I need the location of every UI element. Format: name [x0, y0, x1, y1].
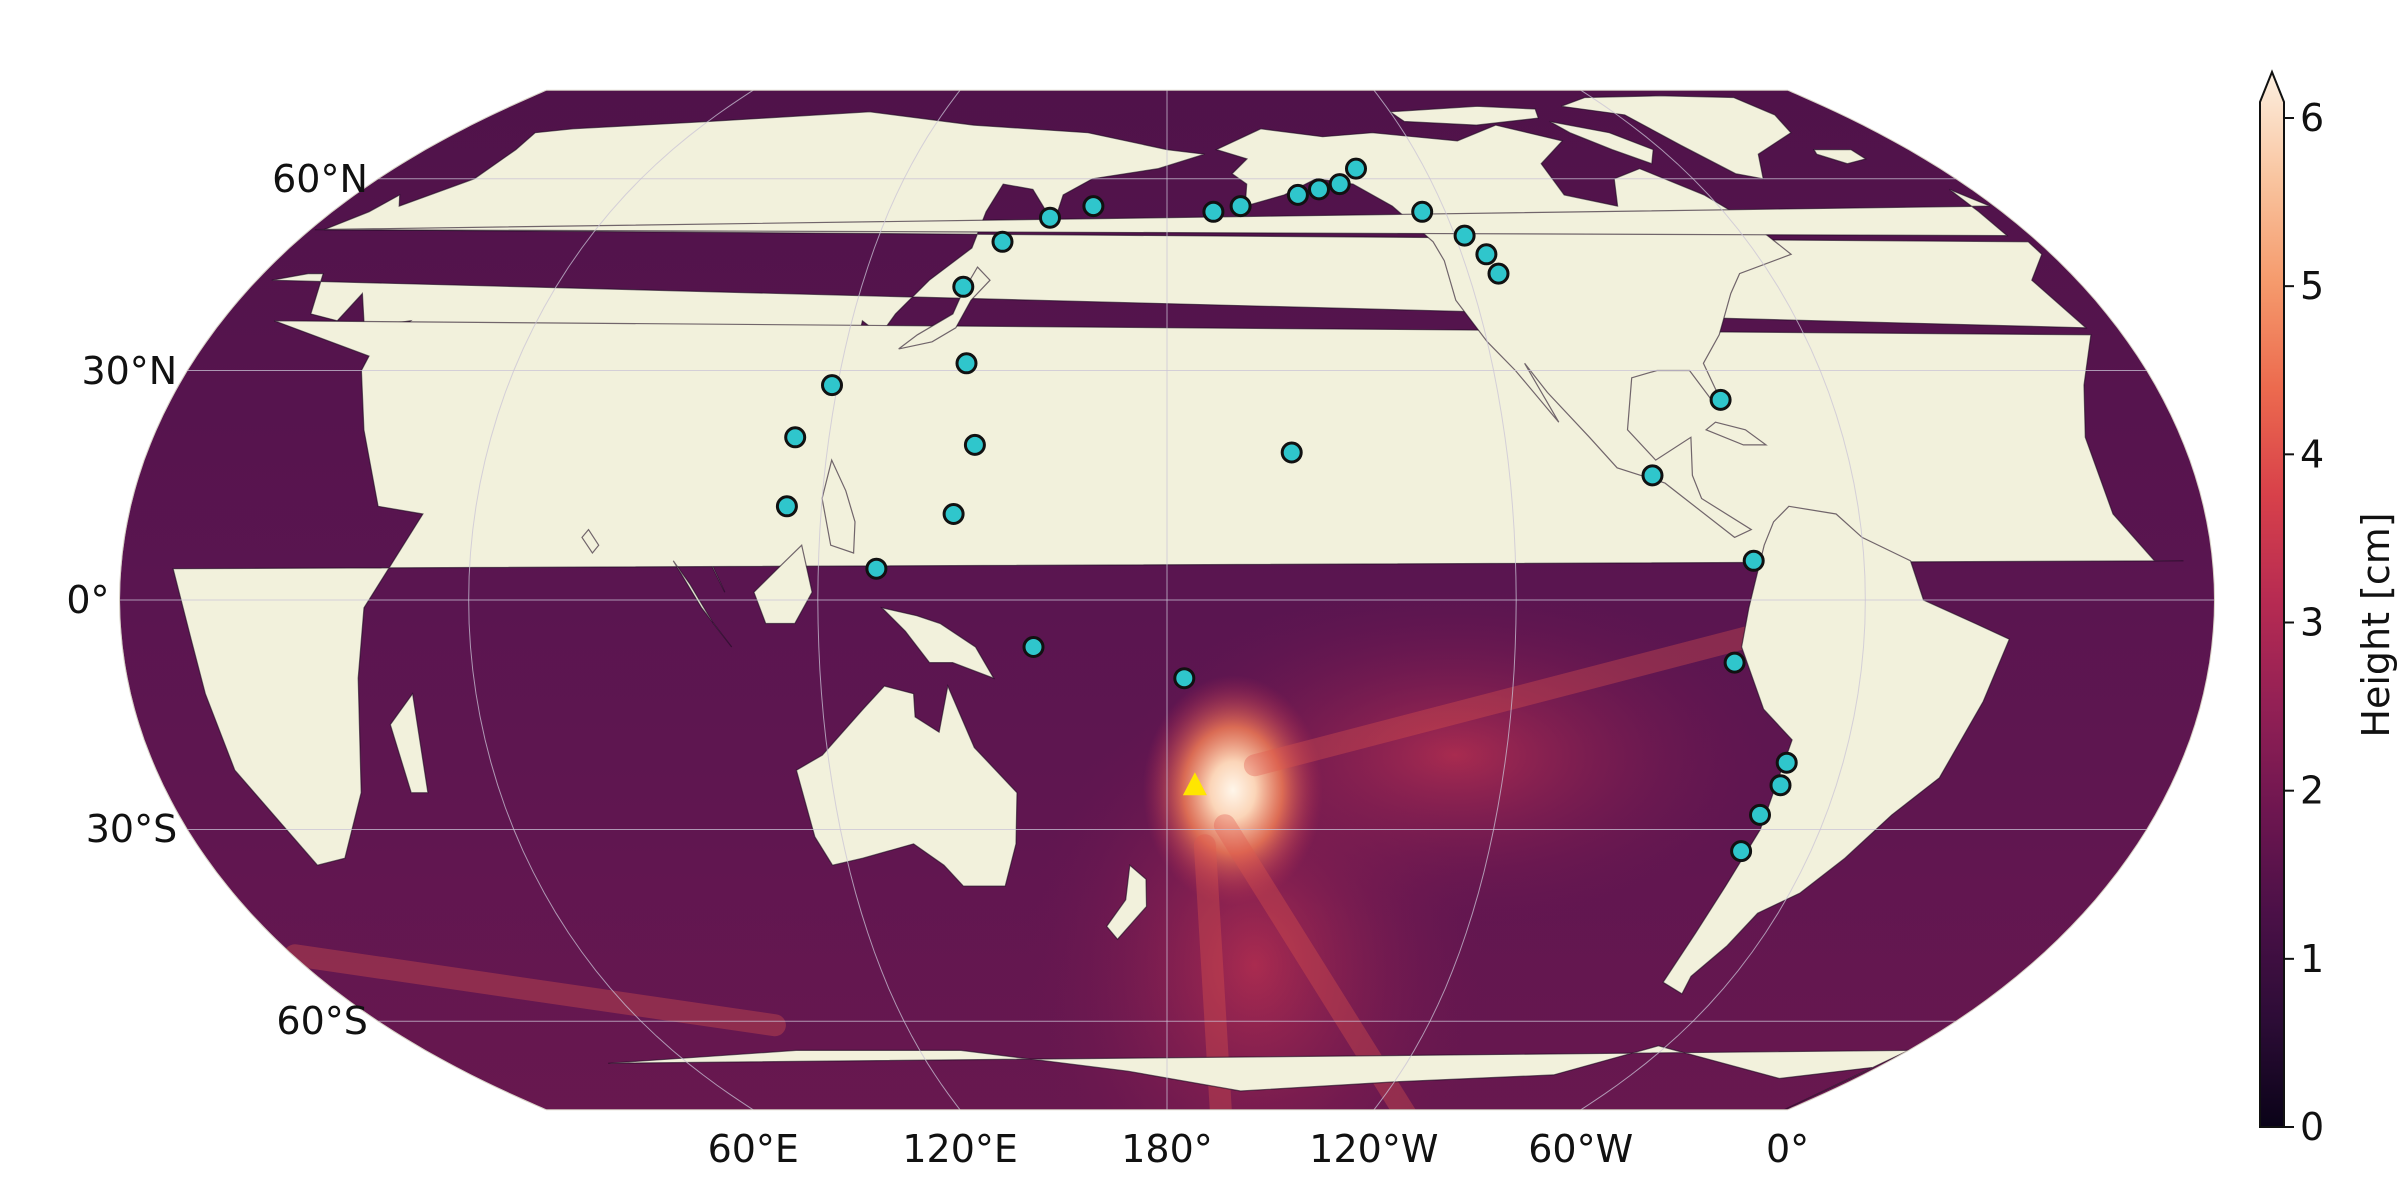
lat-label-60n: 60°N: [272, 156, 368, 201]
source-hotspot: [1142, 675, 1323, 906]
station-marker: [991, 230, 1014, 253]
colorbar-tick-label: 3: [2300, 601, 2324, 645]
station-marker: [1730, 840, 1753, 863]
land-baffin-island: [1549, 120, 1654, 165]
station-marker: [1411, 200, 1434, 223]
station-marker: [865, 557, 888, 580]
station-marker: [1709, 388, 1732, 411]
station-marker: [821, 374, 843, 397]
colorbar-tick-label: 4: [2300, 432, 2324, 476]
station-marker: [1345, 157, 1367, 180]
land-south-america: [1662, 505, 2011, 995]
station-marker: [1742, 549, 1765, 572]
station-marker: [942, 503, 965, 525]
land-madagascar: [389, 692, 429, 794]
station-marker: [1082, 195, 1105, 218]
meridian-line: [468, 90, 754, 1110]
station-marker: [1173, 667, 1196, 690]
lon-label-120w: 120°W: [1309, 1126, 1439, 1171]
colorbar-tick-label: 2: [2300, 769, 2324, 813]
station-marker: [1775, 751, 1798, 774]
station-marker: [1229, 195, 1252, 218]
colorbar-tick-label: 1: [2300, 937, 2324, 981]
colorbar-tick-label: 0: [2300, 1105, 2324, 1149]
station-markers: [775, 157, 1798, 863]
wave-ray-east: [1243, 624, 1766, 777]
station-marker: [775, 495, 798, 518]
lat-label-0: 0°: [66, 578, 110, 622]
land-greenland: [1560, 95, 1792, 180]
station-marker: [1280, 441, 1303, 464]
lon-label-180: 180°: [1121, 1126, 1213, 1171]
station-marker: [952, 275, 975, 298]
colorbar-tick-label: 6: [2300, 96, 2324, 140]
triangle-marker-icon: [1182, 772, 1207, 796]
wave-ray-southern-ocean: [283, 944, 786, 1037]
wave-height-field: [283, 585, 1775, 1110]
source-marker: [1182, 772, 1207, 796]
meridian-line: [817, 90, 961, 1110]
colorbar-ticks: 0 1 2 3 4 5 6: [2284, 96, 2324, 1149]
lon-label-60w: 60°W: [1528, 1126, 1634, 1171]
meridian-line: [1373, 90, 1517, 1110]
station-marker: [1328, 173, 1351, 196]
station-marker: [1749, 803, 1771, 826]
station-marker: [1308, 178, 1330, 201]
meridian-line: [1580, 90, 1866, 1110]
station-marker: [1453, 224, 1476, 247]
station-marker: [955, 352, 978, 375]
tsunami-height-map: [118, 89, 2216, 1111]
station-marker: [1202, 200, 1225, 223]
station-marker: [1641, 464, 1664, 487]
station-marker: [1286, 183, 1309, 206]
lat-label-30s: 30°S: [85, 807, 178, 852]
land-iceland: [1812, 149, 1868, 165]
lat-label-30n: 30°N: [81, 348, 178, 393]
wave-ray-south: [1193, 834, 1246, 1110]
land-australia: [795, 683, 1018, 887]
land-sri-lanka: [581, 528, 600, 555]
land-borneo: [753, 544, 813, 625]
colorbar-title: Height [cm]: [2354, 512, 2398, 738]
land-new-guinea: [880, 606, 996, 680]
lat-label-60s: 60°S: [276, 999, 368, 1044]
lon-label-120e: 120°E: [902, 1126, 1018, 1171]
land-great-britain: [314, 188, 2009, 237]
station-marker: [1039, 206, 1061, 229]
colorbar-tick-label: 5: [2300, 264, 2324, 308]
station-marker: [1723, 651, 1746, 674]
station-marker: [784, 426, 807, 449]
station-marker: [1769, 774, 1792, 797]
station-marker: [963, 433, 986, 456]
land-new-zealand: [1105, 864, 1148, 941]
lon-label-0: 0°: [1765, 1126, 1810, 1171]
map-area: [119, 90, 2215, 1110]
station-marker: [1022, 636, 1045, 658]
land-masses: [172, 95, 2184, 1110]
lon-label-60e: 60°E: [707, 1126, 799, 1171]
land-cuba: [1704, 421, 1768, 446]
station-marker: [1475, 243, 1498, 266]
land-arctic-archipelago: [1388, 105, 1540, 126]
globe-outline: [118, 89, 2216, 1111]
station-marker: [1487, 262, 1510, 285]
